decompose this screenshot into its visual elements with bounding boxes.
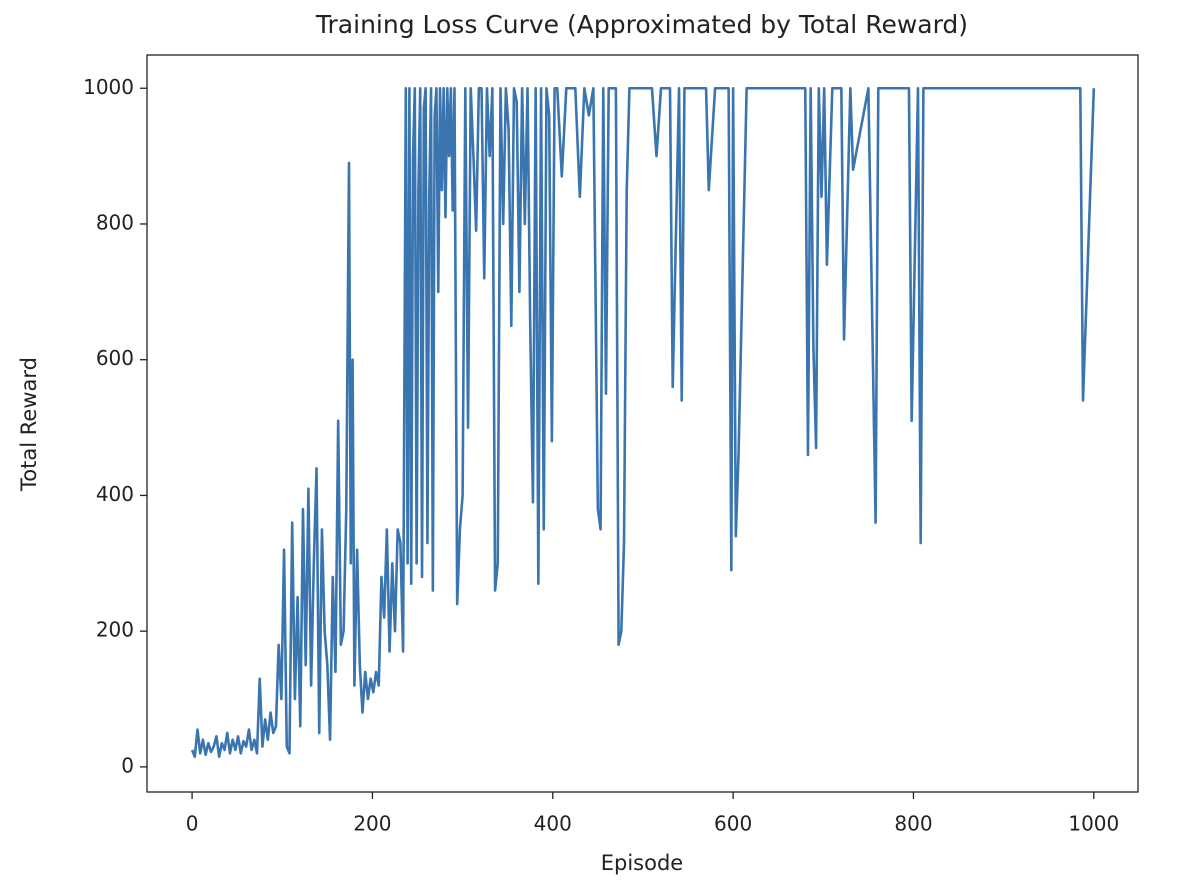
plot-frame [146, 54, 1139, 793]
chart-title: Training Loss Curve (Approximated by Tot… [315, 10, 968, 39]
x-tick-label: 400 [534, 812, 572, 836]
data-line [190, 86, 1096, 759]
y-tick-label: 600 [96, 346, 134, 370]
x-axis-label: Episode [601, 851, 683, 875]
y-tick-label: 200 [96, 618, 134, 642]
x-tick-label: 200 [353, 812, 391, 836]
y-tick-label: 800 [96, 210, 134, 234]
x-tick-label: 800 [894, 812, 932, 836]
x-tick-label: 1000 [1068, 812, 1119, 836]
y-axis-label: Total Reward [17, 357, 41, 492]
x-tick-label: 600 [714, 812, 752, 836]
y-tick-label: 1000 [83, 75, 134, 99]
y-tick-label: 400 [96, 482, 134, 506]
y-tick-label: 0 [121, 753, 134, 777]
x-tick-label: 0 [186, 812, 199, 836]
